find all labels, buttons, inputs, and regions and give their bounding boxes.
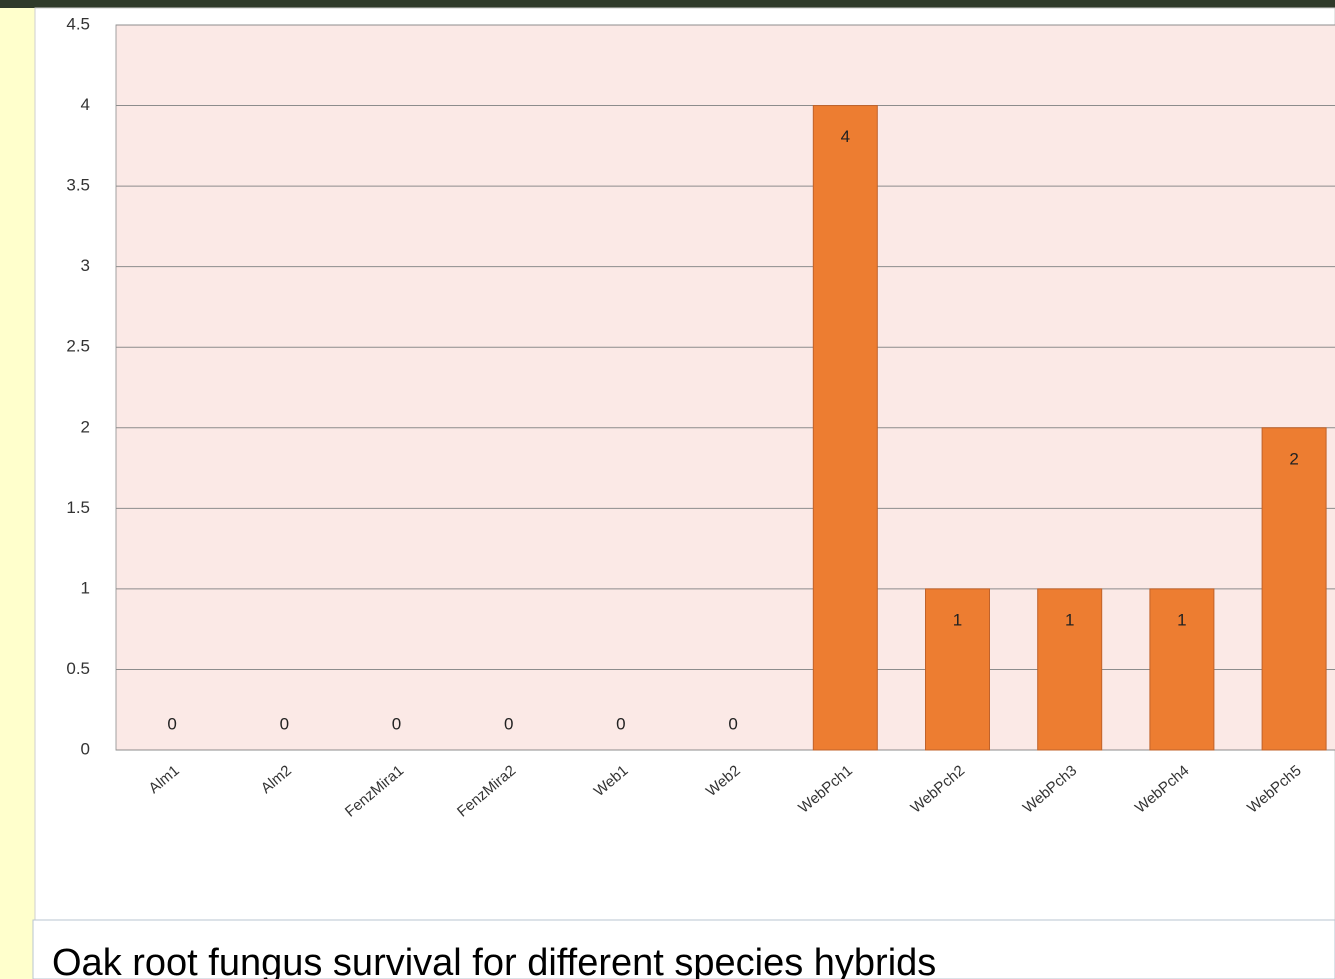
- y-tick-label: 2: [81, 417, 90, 436]
- plot: 00.511.522.533.544.5Alm10Alm20FenzMira10…: [66, 14, 1335, 820]
- chart: Oak root fungus survival for different s…: [0, 0, 1335, 979]
- value-label: 1: [1177, 610, 1186, 629]
- y-tick-label: 0: [81, 739, 90, 758]
- value-label: 0: [280, 714, 289, 733]
- value-label: 0: [167, 714, 176, 733]
- y-tick-label: 4: [81, 95, 90, 114]
- photo-strip: [0, 0, 1335, 8]
- slide: Oak root fungus survival for different s…: [0, 0, 1335, 979]
- y-tick-label: 3: [81, 256, 90, 275]
- y-tick-label: 0.5: [66, 659, 90, 678]
- y-tick-label: 1.5: [66, 498, 90, 517]
- bar: [813, 106, 877, 750]
- value-label: 2: [1289, 449, 1298, 468]
- y-tick-label: 3.5: [66, 176, 90, 195]
- value-label: 0: [392, 714, 401, 733]
- value-label: 1: [1065, 610, 1074, 629]
- y-tick-label: 2.5: [66, 337, 90, 356]
- caption: Oak root fungus survival for different s…: [52, 942, 936, 979]
- value-label: 1: [953, 610, 962, 629]
- value-label: 0: [728, 714, 737, 733]
- value-label: 0: [504, 714, 513, 733]
- value-label: 0: [616, 714, 625, 733]
- value-label: 4: [841, 127, 850, 146]
- y-tick-label: 1: [81, 578, 90, 597]
- y-tick-label: 4.5: [66, 14, 90, 33]
- bar: [1262, 428, 1326, 750]
